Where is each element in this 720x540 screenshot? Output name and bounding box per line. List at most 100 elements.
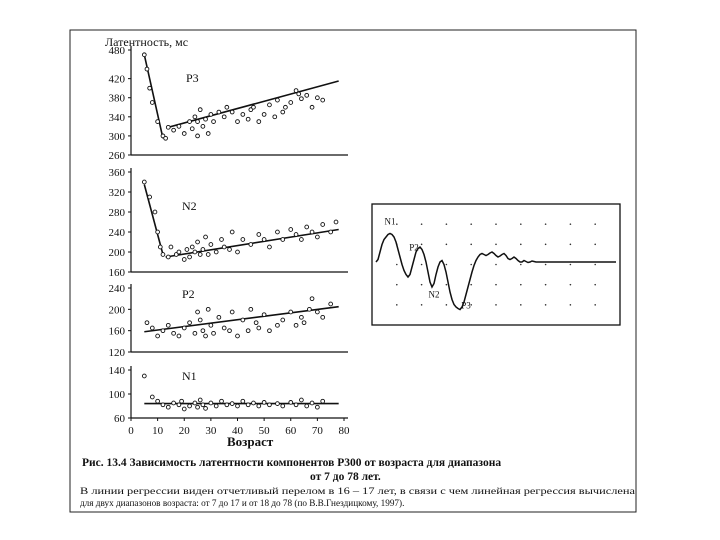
data-point <box>221 325 227 331</box>
y-tick-label: 60 <box>114 413 126 425</box>
data-point <box>229 309 235 315</box>
grid-dot <box>544 223 547 225</box>
x-tick-label: 10 <box>152 425 164 437</box>
grid-dot <box>495 263 497 266</box>
x-tick-label: 20 <box>179 425 191 437</box>
data-point <box>229 229 235 235</box>
data-point <box>299 237 304 242</box>
data-point <box>187 119 192 124</box>
grid-dot <box>396 223 398 225</box>
waveform-frame <box>371 203 621 326</box>
grid-dot <box>569 243 572 246</box>
grid-dot <box>420 263 423 266</box>
waveform-label-n2: N2 <box>429 290 440 300</box>
data-point <box>192 249 198 255</box>
data-point <box>187 403 192 409</box>
data-point <box>275 322 280 328</box>
grid-dot <box>420 243 423 246</box>
data-point <box>315 404 320 410</box>
data-point <box>240 317 246 323</box>
data-point <box>261 237 267 242</box>
grid-dot <box>569 304 572 306</box>
grid-dot <box>569 223 572 225</box>
grid-dot <box>520 304 522 306</box>
waveform-label-p2: P2 <box>409 243 419 253</box>
grid-dot <box>520 223 522 225</box>
y-tick-label: 240 <box>109 283 126 295</box>
y-tick-label: 200 <box>109 247 126 259</box>
data-point <box>213 403 219 409</box>
data-point <box>160 252 166 257</box>
data-point <box>200 328 206 334</box>
data-point <box>293 402 299 408</box>
data-point <box>208 400 214 406</box>
page-frame <box>69 29 637 513</box>
data-point <box>197 252 203 257</box>
scatter-panel-p2: 240 200 160 120 P2 <box>109 283 348 359</box>
data-point <box>245 328 251 334</box>
grid-dot <box>594 304 596 306</box>
data-point <box>141 179 147 185</box>
data-point <box>293 322 299 328</box>
data-point <box>219 237 224 242</box>
caption-title: Рис. 13.4 Зависимость латентности компон… <box>82 457 501 469</box>
data-point <box>248 242 254 247</box>
data-point <box>195 239 200 245</box>
data-point <box>195 119 200 124</box>
y-tick-label: 420 <box>109 74 126 86</box>
data-point <box>149 394 155 400</box>
data-point <box>171 400 176 406</box>
panel-label: P2 <box>182 287 195 301</box>
data-point <box>197 317 203 323</box>
y-tick-label: 120 <box>109 347 126 359</box>
data-point <box>240 237 246 242</box>
data-point <box>240 112 246 117</box>
data-point <box>157 244 163 250</box>
data-point <box>176 333 182 339</box>
caption-note-2: для двух диапазонов возраста: от 7 до 17… <box>80 498 404 508</box>
y-tick-label: 240 <box>109 227 126 239</box>
data-point <box>155 398 160 404</box>
y-tick-label: 260 <box>109 150 126 162</box>
data-point <box>267 102 272 108</box>
data-point <box>165 322 171 328</box>
data-point <box>144 320 150 326</box>
data-point <box>221 244 227 250</box>
data-point <box>216 109 222 115</box>
data-point <box>181 325 187 331</box>
data-point <box>256 325 262 331</box>
data-point <box>155 229 160 235</box>
data-point <box>248 306 254 312</box>
data-point <box>192 400 198 406</box>
data-point <box>200 247 206 252</box>
grid-dot <box>396 263 398 266</box>
data-point <box>267 328 272 334</box>
y-tick-label: 480 <box>109 45 126 57</box>
x-tick-label: 50 <box>259 425 271 437</box>
data-point <box>160 402 166 408</box>
grid-dot <box>470 283 473 286</box>
data-point <box>181 257 187 262</box>
data-point <box>163 135 168 141</box>
grid-dot <box>544 283 547 286</box>
data-point <box>205 131 211 136</box>
grid-dot <box>420 283 423 286</box>
scatter-panels: 480420380340300260P3360320280240200160N2… <box>109 45 351 437</box>
grid-dot <box>520 283 522 286</box>
data-point <box>256 232 262 237</box>
data-point <box>205 252 211 257</box>
y-tick-label: 200 <box>109 304 126 316</box>
data-point <box>288 100 294 105</box>
caption-title-cont: от 7 до 78 лет. <box>310 471 381 483</box>
data-point <box>280 109 286 115</box>
scatter-panel-p3: 480 420 380 340 300 260 P3 <box>109 45 348 162</box>
waveform-label-p3: P3 <box>461 301 471 311</box>
grid-dot <box>445 243 448 246</box>
data-point <box>275 401 280 406</box>
data-point <box>144 66 150 72</box>
data-point <box>181 131 187 136</box>
data-point <box>315 95 320 101</box>
data-point <box>304 403 310 409</box>
data-point <box>152 209 158 215</box>
data-point <box>320 314 326 320</box>
